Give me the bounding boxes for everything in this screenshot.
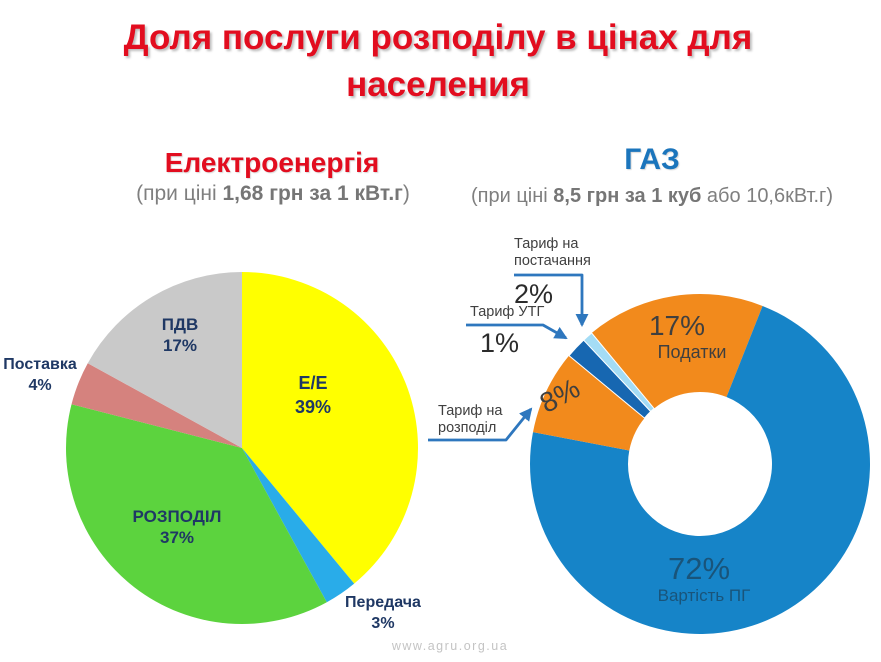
label-postavka-pct: 4%: [28, 377, 52, 394]
page-title: Доля послуги розподілу в цінах для насел…: [28, 14, 848, 108]
label-ee: Е/Е 39%: [295, 371, 331, 419]
label-podatky-pct: 17%: [648, 310, 706, 341]
label-postavka-name: Поставка: [3, 356, 77, 373]
callout-utg: Тариф УТГ: [470, 304, 545, 320]
gas-donut-slice-1: [530, 305, 871, 634]
page-title-line2: населения: [346, 65, 530, 104]
label-pdv: ПДВ 17%: [162, 314, 199, 356]
electricity-heading: Електроенергія: [164, 147, 380, 178]
gas-subtitle: (при ціні 8,5 грн за 1 куб або 10,6кВт.г…: [471, 185, 833, 208]
electricity-pie-slice-4: [87, 272, 243, 448]
label-peredacha-name: Передача: [345, 594, 421, 611]
label-pdv-name: ПДВ: [161, 315, 199, 334]
callout-rozpodil: Тариф на розподіл: [438, 403, 502, 437]
page-title-line1: Доля послуги розподілу в цінах для: [123, 18, 753, 57]
electricity-subtitle-pre: (при ціні: [136, 182, 223, 205]
electricity-subtitle-post: ): [402, 182, 410, 205]
label-podatky-name: Податки: [657, 342, 727, 362]
label-ee-pct: 39%: [294, 397, 332, 417]
label-pdv-pct: 17%: [162, 336, 198, 355]
callout-postachannya-pct: 2%: [514, 279, 554, 309]
label-peredacha: Передача 3%: [345, 592, 421, 634]
callout-arrow-utg: [466, 323, 568, 340]
electricity-pie-slice-1: [242, 448, 355, 603]
electricity-pie: [66, 272, 419, 624]
label-rozpodil-elec-pct: 37%: [159, 528, 195, 547]
gas-subtitle-pre: (при ціні: [471, 185, 554, 207]
watermark-url: www.agru.org.ua: [391, 639, 509, 653]
gas-donut-slice-4: [582, 332, 655, 413]
label-vartist-pct: 72%: [667, 551, 731, 586]
electricity-pie-slice-0: [242, 272, 419, 584]
electricity-subtitle-bold: 1,68 грн за 1 кВт.г: [222, 182, 403, 205]
label-postavka: Поставка 4%: [3, 354, 76, 396]
callout-rozpodil-line1: Тариф на: [438, 403, 503, 419]
electricity-pie-slice-2: [66, 404, 327, 624]
label-peredacha-pct: 3%: [371, 615, 395, 632]
callout-postachannya-line2: постачання: [514, 253, 591, 269]
label-vartist-name: Вартість ПГ: [657, 586, 751, 605]
gas-heading: ГАЗ: [624, 143, 680, 176]
gas-subtitle-post: або 10,6кВт.г): [701, 185, 833, 207]
gas-donut-slice-0: [591, 294, 763, 409]
label-rozpodil-elec-name: РОЗПОДІЛ: [132, 507, 222, 526]
label-rozpodil-elec: РОЗПОДІЛ 37%: [133, 506, 222, 548]
electricity-pie-slice-3: [71, 363, 243, 448]
callout-arrow-rozpodil: [428, 407, 533, 442]
callout-arrow-postachannya: [514, 273, 589, 327]
gas-donut-slice-2: [533, 355, 645, 451]
gas-subtitle-bold: 8,5 грн за 1 куб: [553, 185, 702, 207]
callout-postachannya-line1: Тариф на: [514, 236, 579, 252]
label-ee-name: Е/Е: [298, 373, 328, 393]
callout-postachannya: Тариф на постачання: [514, 236, 591, 270]
electricity-subtitle: (при ціні 1,68 грн за 1 кВт.г): [136, 182, 410, 206]
callout-rozpodil-line2: розподіл: [438, 420, 497, 436]
gas-donut: [530, 294, 871, 634]
callout-utg-pct: 1%: [480, 328, 520, 358]
